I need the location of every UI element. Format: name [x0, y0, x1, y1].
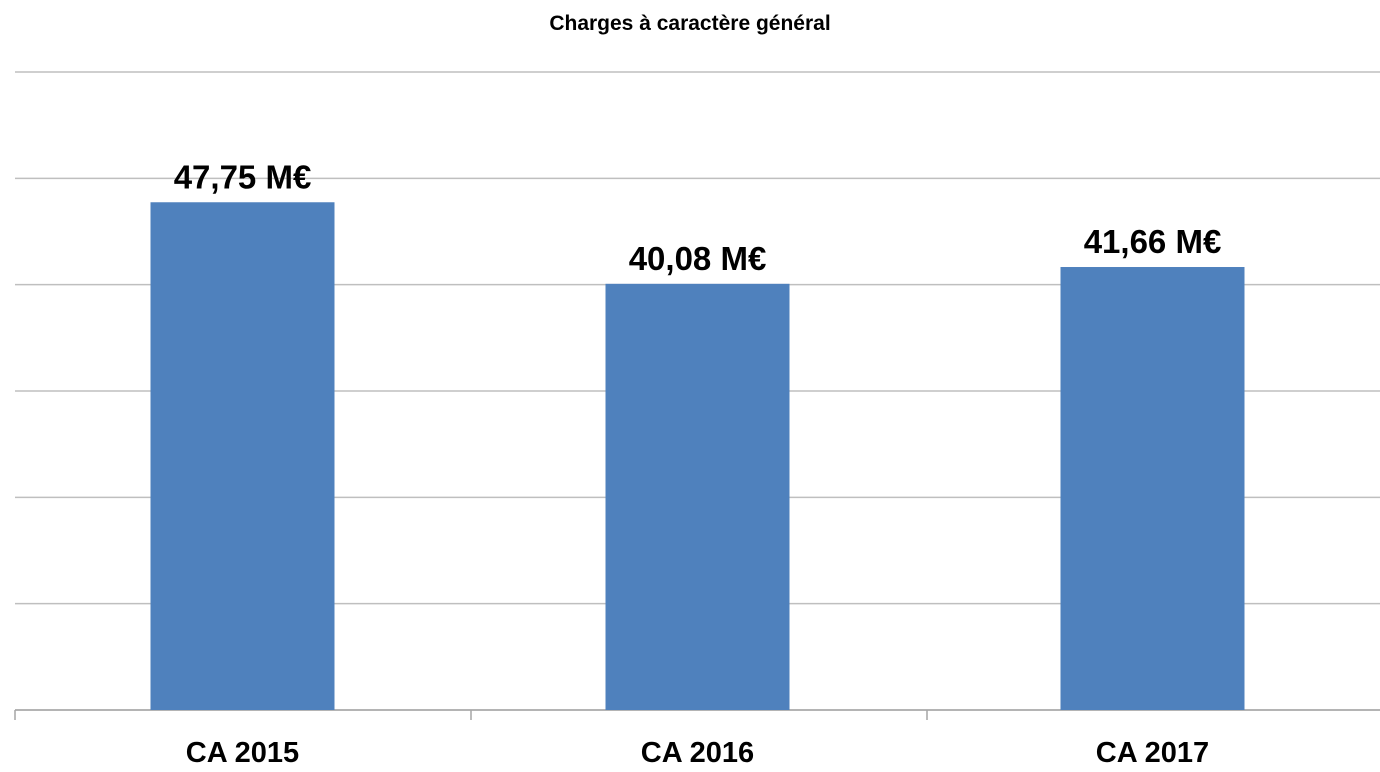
chart-title: Charges à caractère général: [549, 12, 830, 35]
bar: [605, 283, 790, 710]
x-tick-label: CA 2016: [641, 737, 754, 769]
x-tick-label: CA 2017: [1096, 737, 1209, 769]
data-label: 41,66 M€: [1084, 223, 1222, 260]
bar: [1060, 267, 1245, 710]
data-label: 40,08 M€: [629, 240, 767, 277]
bar: [150, 202, 335, 710]
x-tick-label: CA 2015: [186, 737, 299, 769]
data-label: 47,75 M€: [174, 158, 312, 195]
